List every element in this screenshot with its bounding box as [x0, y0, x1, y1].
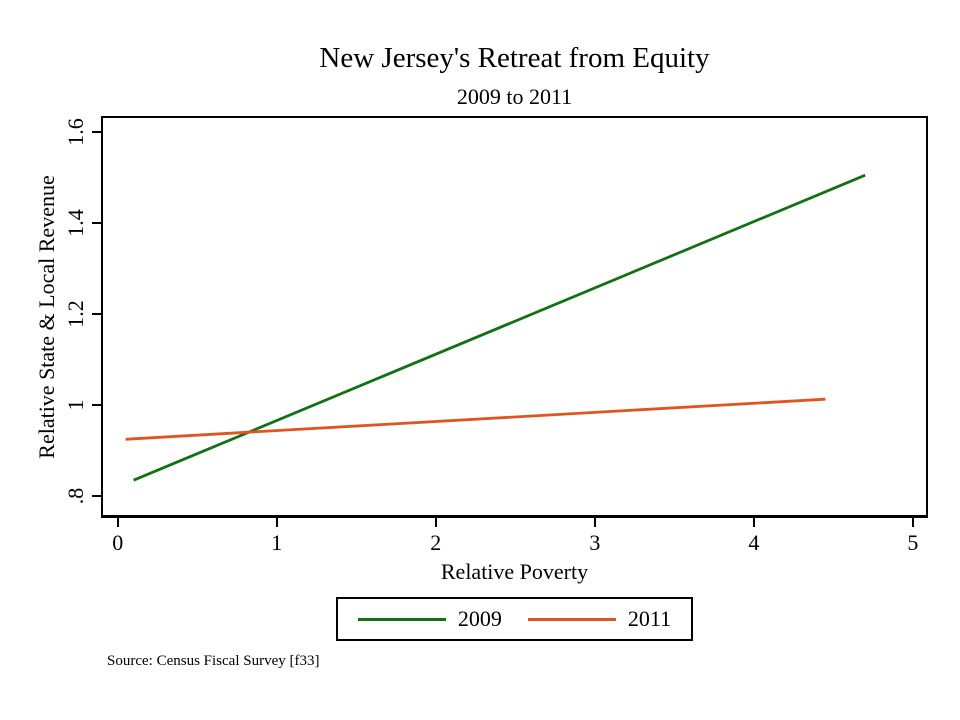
series-lines [125, 173, 866, 482]
x-tick-mark [593, 518, 596, 527]
x-tick-label: 1 [271, 530, 283, 555]
chart-title: New Jersey's Retreat from Equity [319, 42, 710, 74]
legend-entry-2009: 2009 [357, 606, 502, 631]
y-tick-label: .8 [63, 487, 88, 505]
y-tick-label: 1 [63, 399, 88, 411]
legend-entry-2011: 2011 [527, 606, 672, 631]
legend: 2009 2011 [336, 597, 693, 641]
plot-area [101, 116, 928, 518]
x-tick-label: 0 [112, 530, 124, 555]
x-tick-label: 5 [907, 530, 919, 555]
x-tick-label: 3 [589, 530, 601, 555]
source-note: Source: Census Fiscal Survey [f33] [107, 653, 320, 669]
y-axis-title: Relative State & Local Revenue [34, 175, 59, 459]
series-line-2011 [125, 397, 826, 441]
x-axis-title: Relative Poverty [440, 559, 589, 584]
x-tick-mark [911, 518, 914, 527]
y-tick-mark [92, 221, 101, 224]
x-tick-label: 2 [430, 530, 442, 555]
legend-label: 2009 [457, 606, 502, 631]
legend-line-swatch [357, 617, 446, 621]
chart-subtitle: 2009 to 2011 [456, 84, 573, 109]
y-tick-label: 1.6 [63, 118, 88, 146]
y-tick-mark [92, 404, 101, 407]
y-tick-label: 1.2 [63, 300, 88, 328]
series-line-2009 [133, 173, 866, 482]
y-tick-mark [92, 130, 101, 133]
y-tick-mark [92, 313, 101, 316]
y-tick-label: 1.4 [63, 209, 88, 237]
legend-label: 2011 [627, 606, 672, 631]
x-tick-mark [116, 518, 119, 527]
x-tick-mark [752, 518, 755, 527]
legend-line-swatch [527, 617, 616, 621]
y-tick-mark [92, 495, 101, 498]
x-tick-label: 4 [748, 530, 760, 555]
x-tick-mark [275, 518, 278, 527]
x-tick-mark [434, 518, 437, 527]
